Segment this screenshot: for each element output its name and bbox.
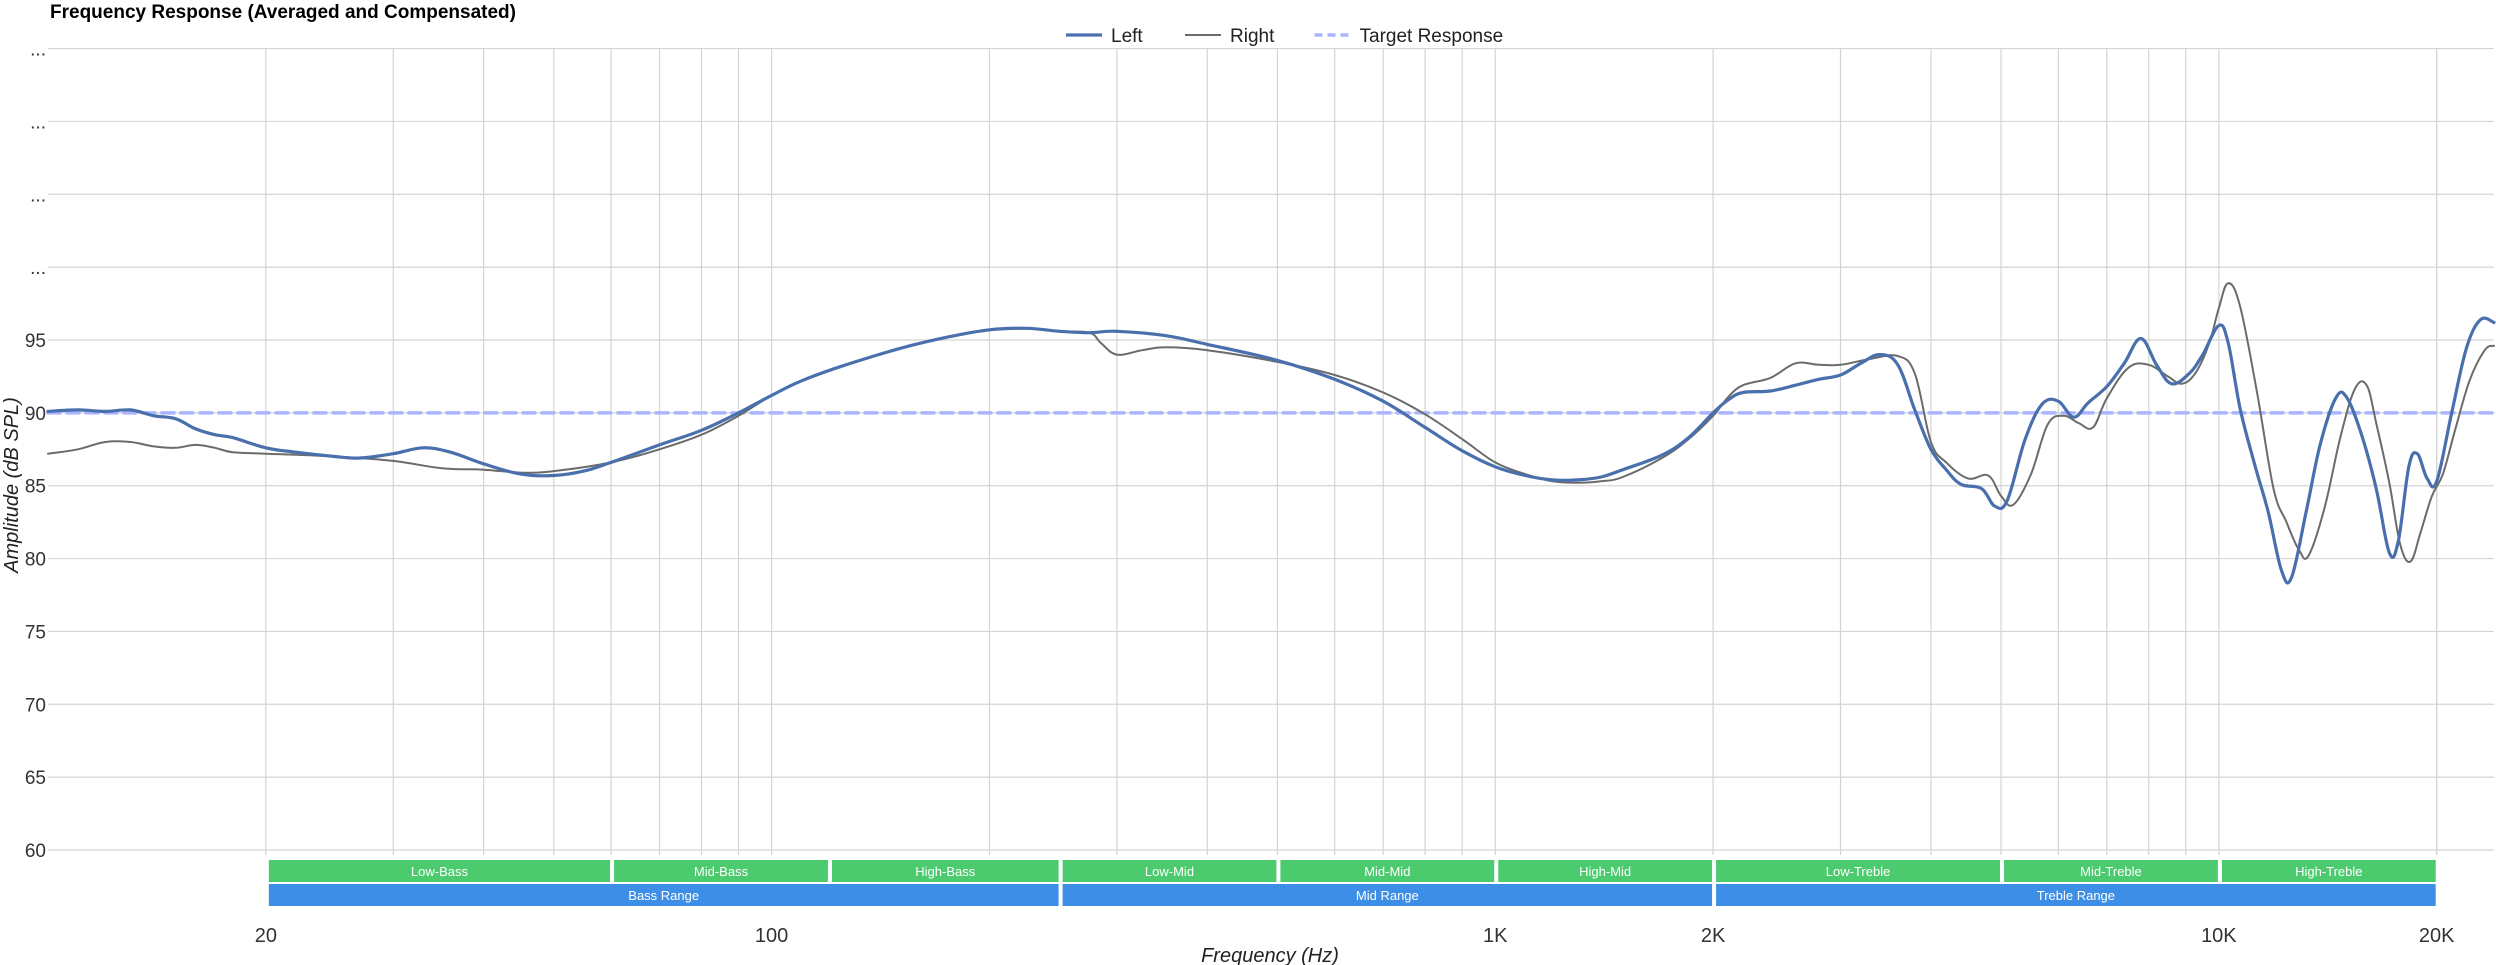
- band-label: High-Treble: [2295, 864, 2362, 879]
- band-low-mid: [1062, 860, 1277, 882]
- band-high-bass: [831, 860, 1059, 882]
- x-tick-label: 10K: [2201, 925, 2237, 947]
- band-high-mid: [1498, 860, 1713, 882]
- band-label: Mid-Bass: [694, 864, 749, 879]
- x-tick-label: 2K: [1701, 925, 1726, 947]
- x-tick-label: 20: [255, 925, 277, 947]
- band-treble-range: [1716, 884, 2436, 906]
- band-high-treble: [2221, 860, 2436, 882]
- y-tick-label: 85: [25, 477, 46, 498]
- band-mid-bass: [614, 860, 828, 882]
- x-tick-label: 100: [755, 925, 788, 947]
- band-label: Treble Range: [2037, 888, 2115, 903]
- x-tick-label: 20K: [2419, 925, 2455, 947]
- band-mid-mid: [1280, 860, 1495, 882]
- y-axis-label: Amplitude (dB SPL): [1, 397, 23, 574]
- y-tick-label: 75: [25, 622, 46, 643]
- axes: 60 65 70 75 80 85 90 95............ 20 100 1K 2K 10K…: [1, 40, 2455, 965]
- y-tick-label: 90: [25, 404, 46, 425]
- y-tick-label: ...: [30, 112, 46, 133]
- y-tick-label: 80: [25, 550, 46, 571]
- y-tick-label: 95: [25, 331, 46, 352]
- band-label: Low-Treble: [1826, 864, 1891, 879]
- band-mid-treble: [2004, 860, 2218, 882]
- y-tick-label: ...: [30, 40, 46, 61]
- y-tick-label: 60: [25, 841, 46, 862]
- y-tick-label: ...: [30, 258, 46, 279]
- band-bass-range: [268, 884, 1059, 906]
- band-label: High-Bass: [915, 864, 975, 879]
- band-label: Low-Mid: [1145, 864, 1194, 879]
- series-lines: [46, 282, 2496, 585]
- band-low-treble: [1716, 860, 2001, 882]
- band-mid-range: [1062, 884, 1713, 906]
- legend: Left Right Target Response: [1066, 26, 1503, 47]
- y-tick-label: 65: [25, 768, 46, 789]
- band-label: Mid Range: [1356, 888, 1419, 903]
- series-right: [47, 282, 2495, 563]
- x-tick-label: 1K: [1483, 925, 1508, 947]
- legend-label: Left: [1111, 26, 1143, 47]
- grid: [48, 47, 2494, 855]
- band-label: Bass Range: [628, 888, 699, 903]
- band-label: Low-Bass: [411, 864, 469, 879]
- frequency-bands: Low-Bass Mid-Bass High-Bass Low-Mid Mid-Mid H…: [268, 860, 2436, 906]
- band-label: High-Mid: [1579, 864, 1631, 879]
- legend-label: Right: [1230, 26, 1275, 47]
- y-tick-label: 70: [25, 695, 46, 716]
- x-axis-label: Frequency (Hz): [1201, 945, 1339, 965]
- y-tick-label: ...: [30, 185, 46, 206]
- band-low-bass: [268, 860, 611, 882]
- series-left: [46, 316, 2496, 585]
- band-label: Mid-Mid: [1364, 864, 1410, 879]
- chart-title: Frequency Response (Averaged and Compens…: [50, 2, 516, 23]
- legend-label: Target Response: [1360, 26, 1504, 47]
- band-label: Mid-Treble: [2080, 864, 2142, 879]
